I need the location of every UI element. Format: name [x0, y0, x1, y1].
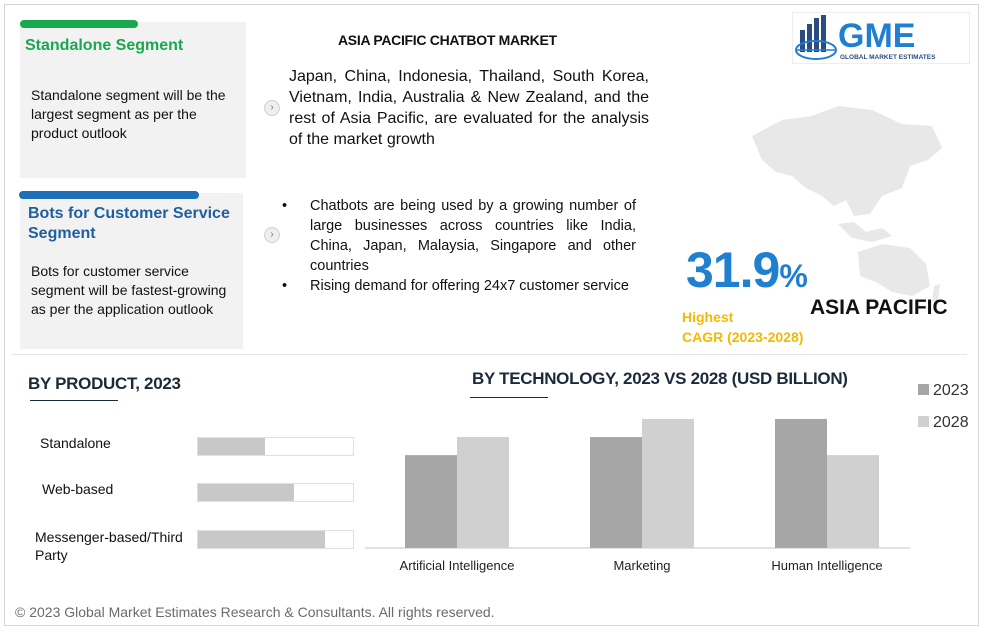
logo-text: GME	[838, 17, 915, 55]
customer-service-segment-text: Bots for customer service segment will b…	[31, 263, 227, 317]
cagr-value: 31.9%	[686, 242, 808, 298]
legend-2023: 2023	[918, 382, 969, 400]
logo-subtext: GLOBAL MARKET ESTIMATES	[840, 54, 936, 61]
technology-bar-2028	[827, 455, 879, 548]
product-bar	[198, 484, 295, 501]
key-points-list: • Chatbots are being used by a growing nu…	[282, 196, 636, 296]
technology-title-underline	[470, 397, 548, 398]
intro-paragraph: Japan, China, Indonesia, Thailand, South…	[289, 68, 649, 148]
region-label: ASIA PACIFIC	[810, 296, 948, 319]
technology-bar-2023	[405, 455, 457, 548]
bullet-item: • Rising demand for offering 24x7 custome…	[282, 278, 629, 294]
cagr-label: Highest CAGR (2023-2028)	[682, 309, 804, 345]
technology-category-label: Marketing	[613, 558, 670, 573]
customer-service-accent-bar	[19, 191, 199, 199]
standalone-accent-bar	[20, 20, 138, 28]
chevron-right-icon: ›	[264, 100, 280, 116]
technology-category-label: Human Intelligence	[771, 558, 882, 573]
technology-bar-2028	[642, 419, 694, 548]
technology-bar-2023	[775, 419, 827, 548]
customer-service-segment-title: Bots for Customer Service Segment	[28, 205, 230, 242]
product-bar-label: Messenger-based/Third Party	[35, 529, 183, 563]
asia-pacific-map	[752, 106, 942, 302]
product-bar-label: Standalone	[40, 435, 111, 451]
standalone-segment-title: Standalone Segment	[25, 37, 184, 54]
gme-logo: GME GLOBAL MARKET ESTIMATES	[792, 12, 970, 64]
product-bar-track	[197, 483, 354, 502]
technology-bar-2023	[590, 437, 642, 548]
product-bar-track	[197, 437, 354, 456]
legend-2028-swatch	[918, 416, 929, 427]
market-title: ASIA PACIFIC CHATBOT MARKET	[338, 32, 557, 48]
product-chart-title: BY PRODUCT, 2023	[28, 374, 181, 393]
technology-bar-chart: Artificial Intelligence Marketing Human In…	[365, 419, 910, 573]
technology-category-label: Artificial Intelligence	[400, 558, 515, 573]
cagr-percent-sign: %	[779, 258, 807, 294]
product-bar-track	[197, 530, 354, 549]
customer-service-segment-card	[20, 193, 243, 349]
technology-chart-title: BY TECHNOLOGY, 2023 VS 2028 (USD BILLION…	[472, 369, 848, 388]
section-divider	[12, 354, 967, 355]
product-bar-label: Web-based	[42, 481, 114, 497]
legend-2023-swatch	[918, 384, 929, 395]
product-title-underline	[30, 400, 118, 401]
legend-2028: 2028	[918, 414, 969, 432]
standalone-segment-text: Standalone segment will be the largest s…	[31, 87, 226, 141]
standalone-segment-card	[20, 22, 246, 178]
infographic-frame	[4, 4, 979, 626]
globe-icon	[795, 15, 837, 60]
chevron-right-icon: ›	[264, 227, 280, 243]
bullet-item: • Chatbots are being used by a growing nu…	[282, 198, 636, 274]
product-bar	[198, 531, 326, 548]
technology-bar-2028	[457, 437, 509, 548]
copyright-footer: © 2023 Global Market Estimates Research …	[15, 604, 495, 620]
product-bar	[198, 438, 265, 455]
